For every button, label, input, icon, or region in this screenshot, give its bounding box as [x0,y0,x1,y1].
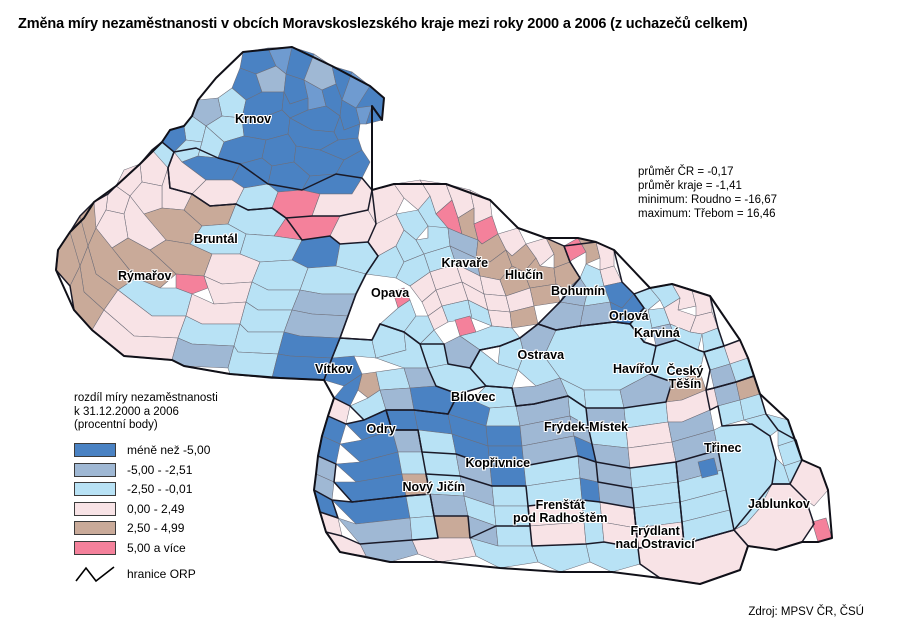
legend-title-line-3: (procentní body) [74,419,158,431]
legend-row-1: -5,00 - -2,51 [74,460,289,480]
legend-class-list: méně než -5,00 -5,00 - -2,51 -2,50 - -0,01… [74,441,289,558]
stat-maximum: maximum: Třebom = 16,46 [638,208,776,220]
legend-label-4: 2,50 - 4,99 [127,521,185,536]
legend-title-line-2: k 31.12.2000 a 2006 [74,405,179,418]
legend-row-3: 0,00 - 2,49 [74,499,289,519]
orp-boundary-icon [74,565,116,583]
legend-row-0: méně než -5,00 [74,441,289,461]
legend-swatch-3 [74,501,116,516]
page-title: Změna míry nezaměstnanosti v obcích Mora… [18,16,748,32]
legend-row-2: -2,50 - -0,01 [74,480,289,500]
statistics-block: průměr ČR = -0,17 průměr kraje = -1,41 m… [638,165,777,221]
map-legend: rozdíl míry nezaměstnanosti k 31.12.2000… [74,392,289,586]
region-outline [55,46,833,585]
legend-label-0: méně než -5,00 [127,443,211,458]
legend-title: rozdíl míry nezaměstnanosti k 31.12.2000… [74,392,289,433]
choropleth-map: Krnov Bruntál Rýmařov Opava Kravaře Hlučín Boh… [0,38,900,598]
legend-label-1: -5,00 - -2,51 [127,462,193,477]
legend-swatch-2 [74,482,116,497]
legend-label-3: 0,00 - 2,49 [127,501,185,516]
source-attribution: Zdroj: MPSV ČR, ČSÚ [748,606,864,618]
municipality-polygons [55,46,833,585]
legend-row-boundary: hranice ORP [74,562,289,586]
legend-swatch-1 [74,462,116,477]
stat-region-average: průměr kraje = -1,41 [638,180,742,192]
legend-boundary-label: hranice ORP [127,566,196,581]
legend-label-2: -2,50 - -0,01 [127,482,193,497]
map-svg [55,46,833,585]
stat-cr-average: průměr ČR = -0,17 [638,166,734,178]
legend-title-line-1: rozdíl míry nezaměstnanosti [74,392,218,404]
legend-row-4: 2,50 - 4,99 [74,519,289,539]
legend-swatch-4 [74,521,116,536]
legend-swatch-5 [74,540,116,555]
stat-minimum: minimum: Roudno = -16,67 [638,194,778,206]
legend-swatch-0 [74,443,116,458]
legend-label-5: 5,00 a více [127,540,186,555]
legend-row-5: 5,00 a více [74,538,289,558]
